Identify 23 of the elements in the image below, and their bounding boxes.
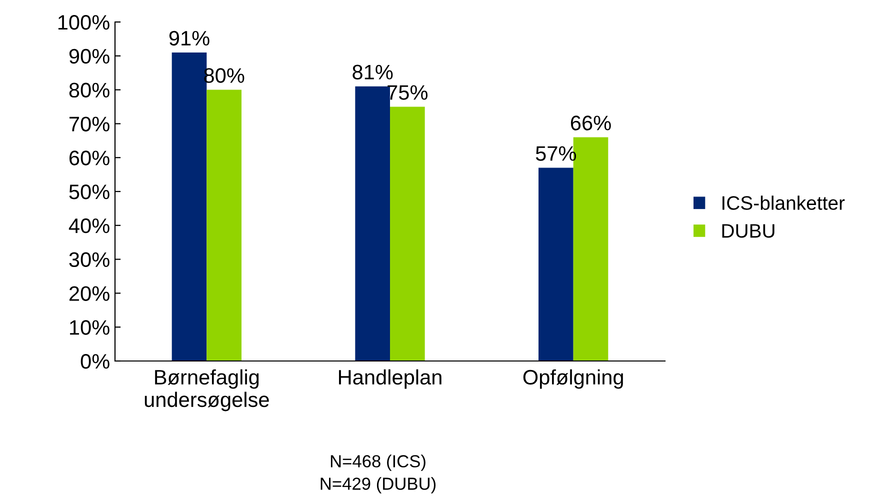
y-tick-label: 0% xyxy=(80,354,110,369)
bar xyxy=(538,168,574,361)
x-tick-label: Børnefaglig undersøgelse xyxy=(144,369,269,412)
legend-label: ICS-blanketter xyxy=(722,196,845,210)
text: 81% xyxy=(352,64,393,80)
text: N=468 (ICS) N=429 (DUBU) xyxy=(320,454,436,494)
y-tick-label: 80% xyxy=(69,82,110,98)
bar xyxy=(390,106,425,361)
x-tick-label: Handleplan xyxy=(339,369,442,389)
y-tick-label: 30% xyxy=(69,252,110,268)
y-tick-label: 100% xyxy=(58,15,110,30)
legend-label: DUBU xyxy=(722,224,774,238)
y-tick-label: 10% xyxy=(70,320,110,335)
y-tick-label: 20% xyxy=(69,286,110,301)
text: 91% xyxy=(169,30,210,46)
y-tick-label: 70% xyxy=(70,116,110,132)
x-tick-label: Opfølgning xyxy=(523,369,623,389)
text: 66% xyxy=(570,116,611,130)
y-tick-label: 90% xyxy=(69,48,110,64)
bar xyxy=(206,90,242,361)
y-tick-label: 60% xyxy=(70,150,110,166)
y-tick-label: 40% xyxy=(68,218,110,234)
y-tick-label: 50% xyxy=(69,184,110,200)
